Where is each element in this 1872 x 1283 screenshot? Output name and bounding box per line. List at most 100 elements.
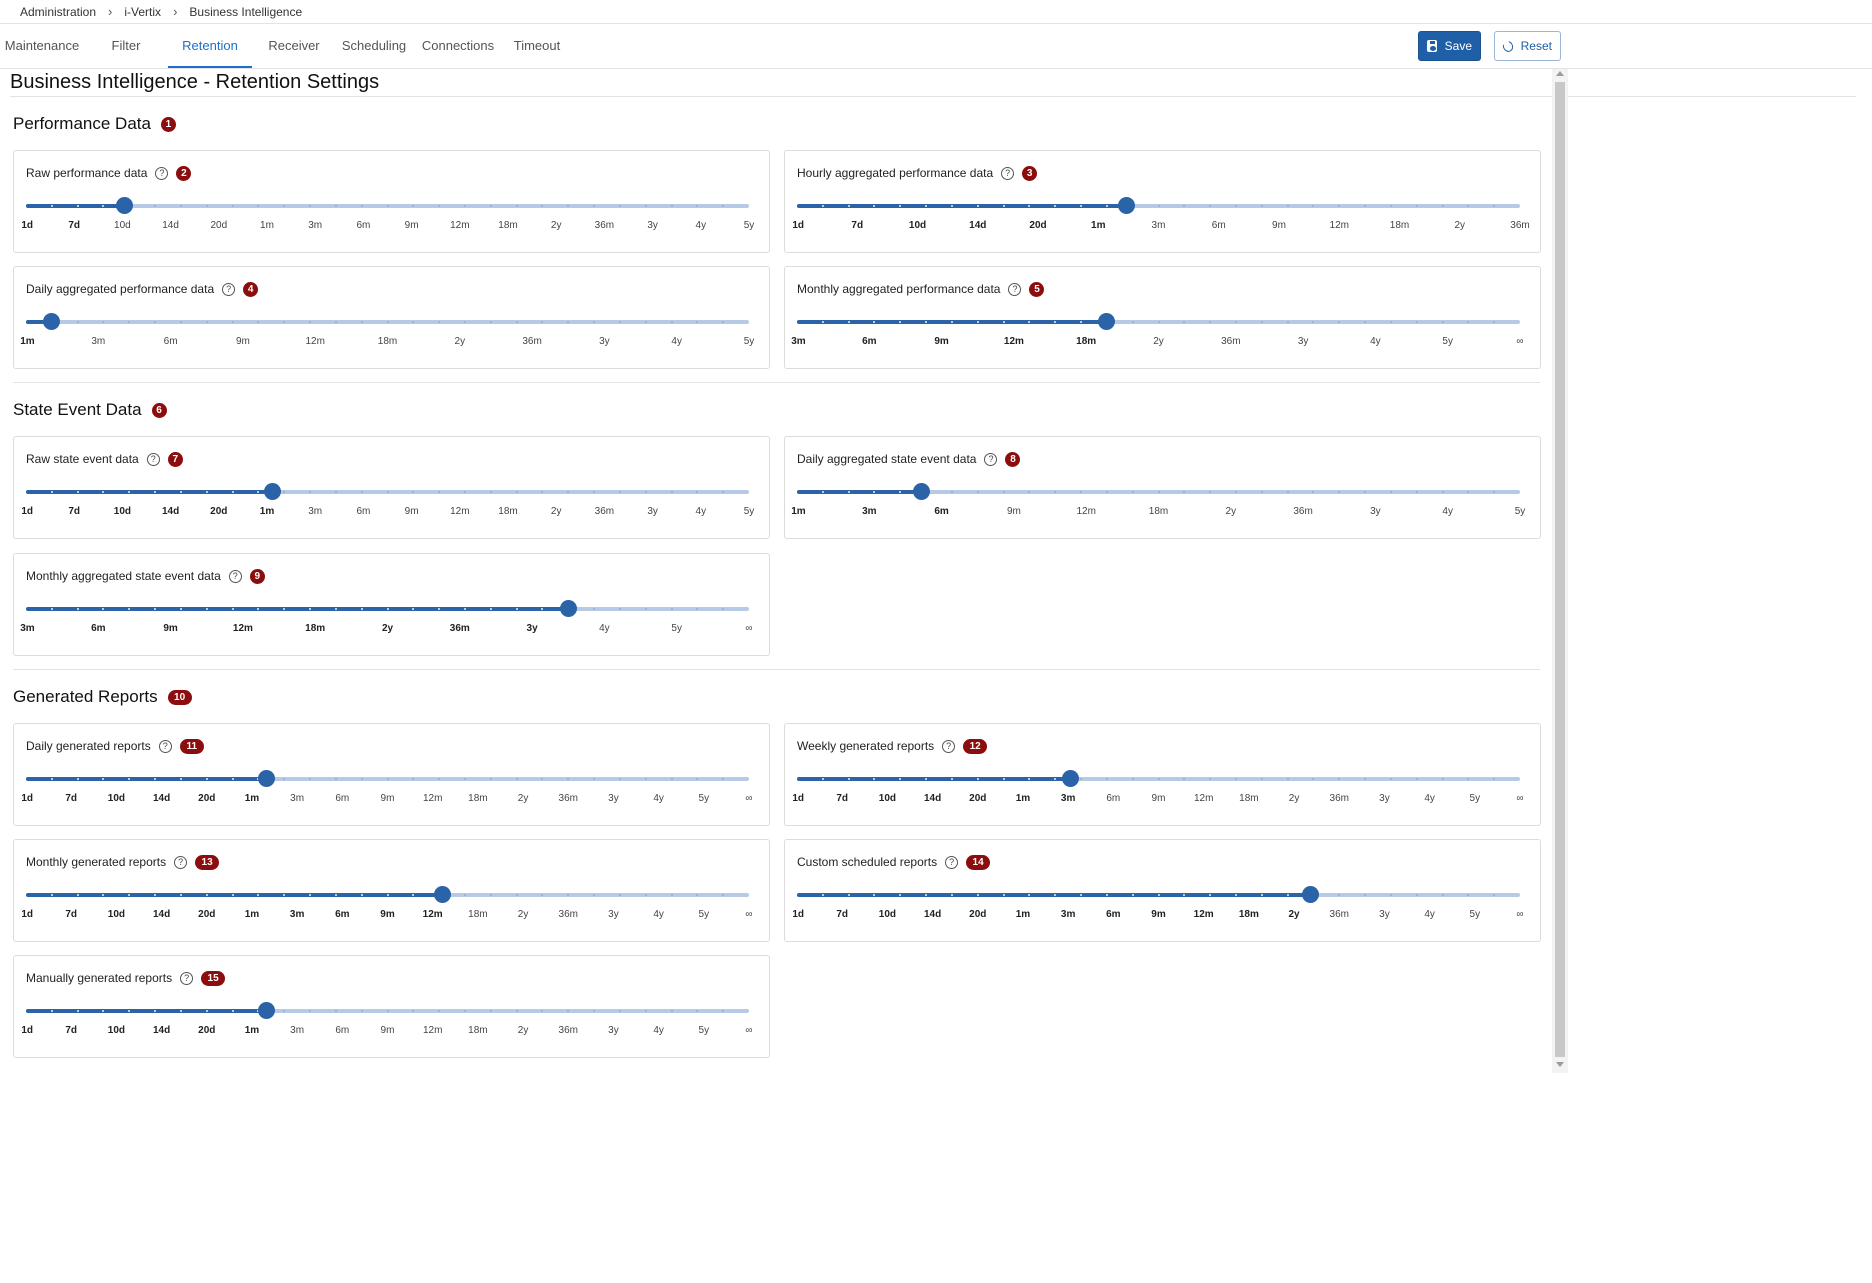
tick-label[interactable]: 18m: [1076, 336, 1097, 347]
retention-slider-track[interactable]: [797, 313, 1520, 330]
slider-thumb[interactable]: [1061, 770, 1079, 787]
tick-label[interactable]: ∞: [1516, 793, 1524, 804]
slider-thumb[interactable]: [913, 483, 931, 500]
tick-label[interactable]: 14d: [152, 1025, 171, 1036]
tick-label[interactable]: 2y: [550, 506, 562, 517]
slider-thumb[interactable]: [1301, 886, 1319, 903]
tick-label[interactable]: 6m: [91, 623, 106, 634]
tick-label[interactable]: 6m: [335, 1025, 350, 1036]
tick-label[interactable]: ∞: [1516, 336, 1524, 347]
save-button[interactable]: Save: [1418, 31, 1481, 61]
tick-label[interactable]: 6m: [163, 336, 178, 347]
tick-label[interactable]: 5y: [698, 793, 710, 804]
slider-thumb[interactable]: [263, 483, 281, 500]
retention-slider-track[interactable]: [26, 197, 749, 214]
tick-label[interactable]: 9m: [404, 220, 419, 231]
tick-label[interactable]: 18m: [468, 909, 488, 920]
tick-label[interactable]: 4y: [671, 336, 682, 347]
tick-label[interactable]: 1d: [21, 793, 34, 804]
scrollbar-thumb[interactable]: [1555, 82, 1565, 1057]
slider-thumb[interactable]: [258, 1002, 276, 1019]
tick-label[interactable]: 12m: [1193, 793, 1214, 804]
tick-label[interactable]: 36m: [1510, 220, 1530, 231]
slider-thumb[interactable]: [1117, 197, 1135, 214]
slider-thumb[interactable]: [258, 770, 276, 787]
tick-label[interactable]: 4y: [695, 506, 707, 517]
help-icon[interactable]: ?: [158, 739, 172, 753]
slider-thumb[interactable]: [434, 886, 452, 903]
tick-label[interactable]: 3y: [1379, 793, 1390, 804]
tick-label[interactable]: 36m: [558, 909, 578, 920]
tick-label[interactable]: 4y: [653, 1025, 664, 1036]
tick-label[interactable]: 6m: [335, 793, 350, 804]
tick-label[interactable]: 2y: [517, 793, 529, 804]
tick-label[interactable]: 6m: [862, 336, 877, 347]
retention-slider-track[interactable]: [797, 197, 1520, 214]
tick-label[interactable]: 5y: [1469, 909, 1481, 920]
tick-label[interactable]: 14d: [969, 220, 987, 231]
tick-label[interactable]: 10d: [113, 506, 132, 517]
tick-label[interactable]: ∞: [1516, 909, 1524, 920]
tick-label[interactable]: 3y: [647, 506, 658, 517]
tick-label[interactable]: 3m: [290, 1025, 305, 1036]
tick-label[interactable]: 9m: [934, 336, 949, 347]
tick-label[interactable]: 3m: [1060, 793, 1076, 804]
tick-label[interactable]: ∞: [745, 1025, 753, 1036]
tick-label[interactable]: 3m: [308, 220, 323, 231]
tick-label[interactable]: 9m: [380, 1025, 395, 1036]
tick-label[interactable]: 20d: [969, 909, 987, 920]
slider-thumb[interactable]: [43, 313, 61, 330]
help-icon[interactable]: ?: [180, 971, 194, 985]
tick-label[interactable]: 12m: [422, 793, 443, 804]
tick-label[interactable]: 18m: [1239, 793, 1259, 804]
retention-slider-track[interactable]: [26, 600, 749, 617]
tick-label[interactable]: 18m: [305, 623, 326, 634]
tick-label[interactable]: 36m: [558, 793, 578, 804]
tick-label[interactable]: 20d: [210, 220, 228, 231]
tick-label[interactable]: 7d: [68, 220, 81, 231]
tab-connections[interactable]: Connections: [421, 38, 495, 53]
tick-label[interactable]: 6m: [335, 909, 350, 920]
tick-label[interactable]: 12m: [1329, 220, 1349, 231]
tick-label[interactable]: 9m: [404, 506, 419, 517]
tick-label[interactable]: ∞: [745, 793, 753, 804]
tick-label[interactable]: 14d: [162, 220, 179, 231]
tick-label[interactable]: 36m: [1293, 506, 1313, 517]
tick-label[interactable]: 10d: [114, 220, 131, 231]
tick-label[interactable]: 1m: [20, 336, 35, 347]
tick-label[interactable]: 3y: [608, 1025, 619, 1036]
tab-filter[interactable]: Filter: [111, 38, 141, 53]
tick-label[interactable]: 12m: [232, 623, 253, 634]
tick-label[interactable]: 14d: [152, 793, 171, 804]
tick-label[interactable]: 12m: [305, 336, 325, 347]
tick-label[interactable]: 10d: [878, 909, 896, 920]
tick-label[interactable]: 12m: [1076, 506, 1096, 517]
tick-label[interactable]: 4y: [1424, 793, 1435, 804]
tick-label[interactable]: 5y: [671, 623, 682, 634]
tick-label[interactable]: 9m: [1151, 793, 1166, 804]
scroll-up-icon[interactable]: [1556, 71, 1564, 76]
tick-label[interactable]: 7d: [836, 793, 849, 804]
tick-label[interactable]: 6m: [1211, 220, 1226, 231]
scroll-down-icon[interactable]: [1556, 1062, 1564, 1067]
tick-label[interactable]: 6m: [1106, 909, 1121, 920]
tick-label[interactable]: 6m: [356, 220, 371, 231]
tick-label[interactable]: 1m: [260, 220, 274, 231]
tick-label[interactable]: 14d: [923, 793, 942, 804]
tick-label[interactable]: 5y: [1442, 336, 1453, 347]
tick-label[interactable]: 1m: [259, 506, 275, 517]
tick-label[interactable]: 10d: [878, 793, 896, 804]
tick-label[interactable]: 1m: [244, 1025, 260, 1036]
tick-label[interactable]: 1d: [792, 793, 805, 804]
retention-slider-track[interactable]: [26, 313, 749, 330]
tick-label[interactable]: 36m: [594, 506, 615, 517]
tick-label[interactable]: 5y: [698, 1025, 710, 1036]
tick-label[interactable]: 3m: [289, 909, 305, 920]
tick-label[interactable]: 1d: [21, 506, 34, 517]
help-icon[interactable]: ?: [155, 166, 169, 180]
tick-label[interactable]: 4y: [1370, 336, 1381, 347]
tick-label[interactable]: ∞: [745, 623, 753, 634]
tick-label[interactable]: 12m: [450, 506, 470, 517]
tick-label[interactable]: 1d: [792, 220, 805, 231]
tick-label[interactable]: 5y: [698, 909, 710, 920]
